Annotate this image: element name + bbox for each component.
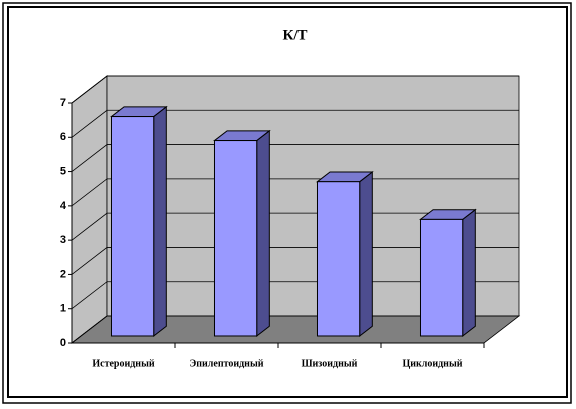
bar bbox=[213, 140, 258, 337]
bar-side bbox=[359, 170, 373, 337]
chart-title: К/Т bbox=[282, 27, 307, 43]
x-tick-label: Эпилептоидный bbox=[189, 358, 263, 369]
bar-side bbox=[462, 208, 476, 337]
bar bbox=[110, 116, 155, 337]
y-tick-label: 2 bbox=[60, 268, 66, 280]
grid-line bbox=[71, 212, 519, 241]
bar-side bbox=[153, 105, 167, 337]
bar-side bbox=[256, 129, 270, 337]
y-tick-label: 3 bbox=[60, 234, 66, 246]
grid-line bbox=[71, 75, 519, 104]
bar bbox=[419, 218, 464, 337]
y-tick-label: 7 bbox=[60, 97, 66, 109]
grid-line bbox=[71, 247, 519, 275]
y-tick-label: 1 bbox=[60, 303, 66, 315]
y-tick-label: 6 bbox=[60, 131, 66, 143]
grid-line bbox=[71, 144, 519, 172]
y-tick-label: 4 bbox=[60, 200, 67, 212]
grid-line bbox=[71, 178, 519, 207]
bar bbox=[316, 181, 361, 337]
grid-line bbox=[71, 315, 519, 344]
grid-line bbox=[71, 281, 519, 310]
grid-line bbox=[71, 109, 519, 138]
y-tick-label: 5 bbox=[60, 165, 66, 177]
y-tick-label: 0 bbox=[60, 337, 66, 349]
x-tick-label: Шизоидный bbox=[302, 358, 358, 369]
x-tick-label: Истероидный bbox=[92, 358, 155, 369]
x-tick-label: Циклоидный bbox=[402, 358, 462, 369]
left-wall bbox=[71, 75, 108, 344]
